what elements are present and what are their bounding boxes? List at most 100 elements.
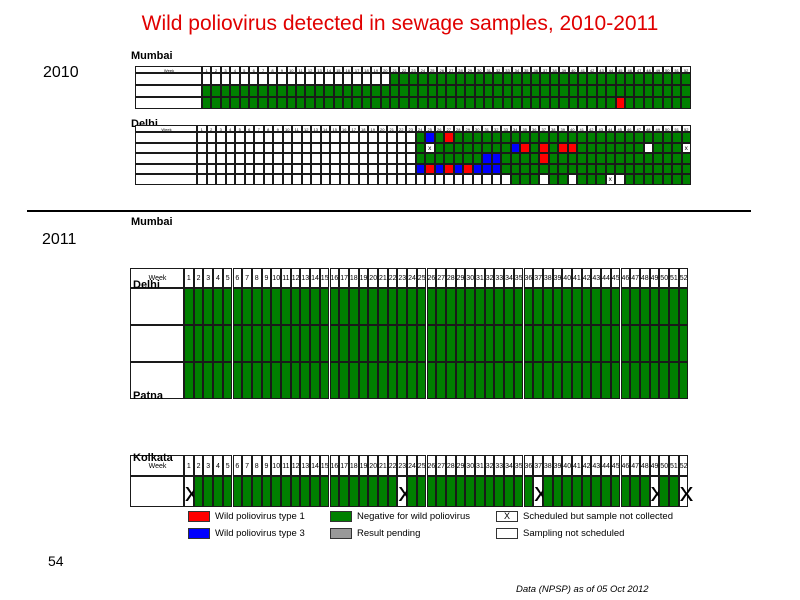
week-cell [484,85,494,97]
week-cell [282,163,292,174]
week-cell [504,362,514,399]
week-cell [587,97,597,109]
week-cell [649,325,660,362]
week-number: 6 [232,268,243,288]
week-number: 39 [558,125,568,132]
week-number: 2 [211,66,221,73]
week-cell [206,132,216,143]
week-number: 39 [552,268,563,288]
week-cell [378,288,388,325]
week-number: 49 [653,125,663,132]
week-cell [339,476,349,507]
week-number: 47 [630,268,640,288]
week-number: 50 [662,66,672,73]
week-cell: x [678,476,694,507]
week-cell [415,174,425,185]
week-number: 5 [222,455,233,476]
week-cell [549,85,560,97]
week-cell [216,142,226,153]
week-cell [416,476,427,507]
week-cell [639,362,650,399]
week-cell [681,163,691,174]
week-cell [596,85,607,97]
week-cell [453,174,463,185]
week-cell [349,153,359,164]
week-number: 33 [494,268,505,288]
week-number: 10 [271,268,281,288]
week-cell [542,362,553,399]
week-cell [415,163,425,174]
week-cell [520,163,530,174]
week-cell [235,163,245,174]
week-cell [455,73,466,85]
week-cell [596,132,606,143]
week-cell [643,153,653,164]
week-cell [562,476,572,507]
week-number: 30 [474,66,484,73]
week-number: 29 [465,66,475,73]
week-cell [358,362,369,399]
week-number: 33 [494,455,505,476]
week-cell [296,97,306,109]
week-cell [672,153,682,164]
week-cell [504,325,514,362]
week-number: 49 [649,455,660,476]
week-cell [539,163,549,174]
week-cell [343,73,353,85]
site-label [135,163,197,174]
week-number: 4 [225,125,235,132]
week-cell [339,174,349,185]
week-number: 28 [445,455,456,476]
week-cell [330,163,340,174]
week-number: 49 [653,66,663,73]
week-cell [552,476,563,507]
week-cell: x [184,476,199,507]
week-cell [502,73,513,85]
legend-label-not-collected: Scheduled but sample not collected [523,511,673,522]
week-cell [377,132,387,143]
week-cell [377,153,387,164]
week-cell [540,85,550,97]
week-cell [230,85,240,97]
week-cell [639,476,650,507]
year-label-2011: 2011 [42,231,77,248]
week-cell [282,153,292,164]
week-cell [572,288,582,325]
week-number: 10 [286,66,296,73]
week-cell [254,132,264,143]
week-number: 35 [520,125,530,132]
week-cell [206,153,216,164]
week-cell [235,142,245,153]
week-cell [596,73,607,85]
week-cell [320,153,330,164]
week-cell [352,73,362,85]
week-number: 51 [672,66,682,73]
week-cell [643,132,653,143]
week-cell [523,476,534,507]
week-cell [406,174,416,185]
week-cell [567,153,577,164]
week-cell [549,97,560,109]
week-cell [396,163,406,174]
week-cell [282,174,292,185]
week-number: 34 [512,66,522,73]
week-cell [548,153,558,164]
week-cell [249,85,259,97]
week-cell [681,73,691,85]
week-cell [510,163,520,174]
week-cell [472,132,482,143]
week-cell [378,362,388,399]
week-cell [387,476,398,507]
week-header-label: Week [135,66,202,73]
week-cell [222,476,233,507]
week-cell [300,288,311,325]
week-cell [494,362,505,399]
week-number: 11 [292,125,302,132]
week-cell [358,132,368,143]
week-number: 22 [396,125,406,132]
week-number: 37 [533,455,543,476]
week-cell [567,142,577,153]
week-number: 38 [542,455,553,476]
week-number: 47 [634,66,644,73]
week-cell [437,85,447,97]
